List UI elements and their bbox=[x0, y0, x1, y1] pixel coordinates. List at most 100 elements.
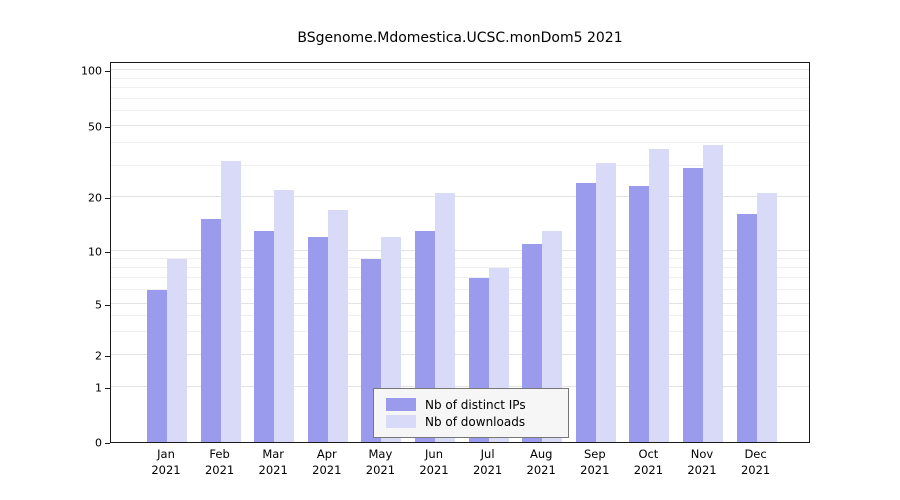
bar-downloads-jan bbox=[167, 259, 187, 442]
x-tick-label: Apr 2021 bbox=[295, 447, 359, 478]
x-tick-year: 2021 bbox=[687, 462, 717, 477]
y-tick-label: 0 bbox=[95, 436, 102, 450]
y-tick-mark bbox=[105, 388, 110, 389]
bar-downloads-feb bbox=[220, 160, 241, 442]
x-tick-month: Nov bbox=[690, 447, 714, 461]
y-tick-label: 1 bbox=[95, 381, 102, 395]
y-tick-label: 100 bbox=[81, 64, 102, 78]
bar-ips-feb bbox=[200, 219, 221, 442]
gridline-minor bbox=[111, 258, 809, 260]
x-tick-year: 2021 bbox=[526, 462, 556, 477]
legend-label: Nb of distinct IPs bbox=[425, 397, 526, 412]
x-tick-year: 2021 bbox=[419, 462, 449, 477]
bar-downloads-dec bbox=[756, 193, 777, 442]
gridline-major bbox=[111, 69, 809, 70]
bar-ips-dec bbox=[736, 214, 757, 442]
y-tick-mark bbox=[105, 71, 110, 72]
x-tick-month: Jul bbox=[480, 447, 495, 461]
bar-downloads-oct bbox=[649, 149, 670, 442]
gridline-major bbox=[111, 196, 809, 197]
x-tick-label: Mar 2021 bbox=[241, 447, 305, 478]
x-tick-month: Mar bbox=[262, 447, 285, 461]
x-tick-month: Aug bbox=[529, 447, 553, 461]
bars-layer bbox=[111, 63, 809, 442]
bar-downloads-apr bbox=[327, 209, 348, 442]
y-tick-mark bbox=[105, 356, 110, 357]
legend-item: Nb of downloads bbox=[386, 415, 556, 429]
x-tick-label: May 2021 bbox=[348, 447, 412, 478]
x-tick-month: Sep bbox=[583, 447, 606, 461]
bar-downloads-nov bbox=[703, 145, 723, 442]
x-tick-month: Feb bbox=[209, 447, 230, 461]
gridline-minor bbox=[111, 164, 809, 166]
x-tick-month: Jun bbox=[425, 447, 443, 461]
x-tick-year: 2021 bbox=[258, 462, 288, 477]
x-tick-label: Jan 2021 bbox=[134, 447, 198, 478]
x-tick-label: Oct 2021 bbox=[616, 447, 680, 478]
x-tick-year: 2021 bbox=[151, 462, 181, 477]
y-tick-label: 10 bbox=[88, 245, 102, 259]
plot-area: Nb of distinct IPs Nb of downloads bbox=[110, 62, 810, 443]
x-tick-year: 2021 bbox=[472, 462, 503, 477]
bar-downloads-jun bbox=[435, 193, 455, 442]
x-tick-label: Dec 2021 bbox=[724, 447, 788, 478]
y-tick-label: 2 bbox=[95, 349, 102, 363]
x-tick-label: Jun 2021 bbox=[402, 447, 466, 478]
bar-ips-jan bbox=[147, 290, 167, 442]
y-tick-mark bbox=[105, 198, 110, 199]
gridline-minor bbox=[111, 142, 809, 144]
gridlines-layer bbox=[111, 63, 809, 442]
legend-swatch-ips bbox=[386, 398, 416, 411]
gridline-minor bbox=[111, 77, 809, 79]
legend-swatch-downloads bbox=[386, 415, 416, 428]
x-tick-year: 2021 bbox=[740, 462, 771, 477]
gridline-minor bbox=[111, 110, 809, 112]
x-tick-month: Apr bbox=[316, 447, 337, 461]
x-tick-month: Jan bbox=[157, 447, 175, 461]
gridline-major bbox=[111, 354, 809, 355]
gridline-minor bbox=[111, 331, 809, 333]
bar-downloads-sep bbox=[595, 163, 616, 442]
bar-downloads-mar bbox=[274, 189, 295, 442]
legend-item: Nb of distinct IPs bbox=[386, 398, 556, 412]
x-tick-month: Dec bbox=[744, 447, 767, 461]
legend-label: Nb of downloads bbox=[425, 414, 526, 429]
bar-ips-sep bbox=[575, 182, 596, 442]
gridline-minor bbox=[111, 289, 809, 291]
gridline-major bbox=[111, 386, 809, 387]
y-tick-mark bbox=[105, 305, 110, 306]
x-tick-label: Nov 2021 bbox=[670, 447, 734, 478]
y-tick-label: 5 bbox=[95, 298, 102, 312]
x-tick-label: Sep 2021 bbox=[563, 447, 627, 478]
gridline-major bbox=[111, 303, 809, 304]
gridline-minor bbox=[111, 87, 809, 89]
gridline-major bbox=[111, 125, 809, 126]
x-tick-year: 2021 bbox=[312, 462, 342, 477]
y-tick-label: 50 bbox=[88, 120, 102, 134]
x-tick-month: Oct bbox=[638, 447, 659, 461]
gridline-major bbox=[111, 250, 809, 251]
chart-title: BSgenome.Mdomestica.UCSC.monDom5 2021 bbox=[297, 30, 623, 46]
x-tick-label: Feb 2021 bbox=[188, 447, 252, 478]
x-tick-year: 2021 bbox=[204, 462, 235, 477]
bar-ips-mar bbox=[254, 230, 275, 442]
gridline-minor bbox=[111, 267, 809, 269]
gridline-minor bbox=[111, 277, 809, 279]
gridline-minor bbox=[111, 97, 809, 99]
gridline-minor bbox=[111, 315, 809, 317]
x-tick-year: 2021 bbox=[580, 462, 610, 477]
y-tick-mark bbox=[105, 127, 110, 128]
bar-ips-nov bbox=[683, 168, 703, 442]
bar-ips-apr bbox=[307, 236, 328, 442]
legend: Nb of distinct IPs Nb of downloads bbox=[373, 388, 569, 438]
y-tick-label: 20 bbox=[88, 191, 102, 205]
y-tick-mark bbox=[105, 443, 110, 444]
x-tick-label: Jul 2021 bbox=[456, 447, 520, 478]
y-tick-mark bbox=[105, 252, 110, 253]
x-tick-year: 2021 bbox=[365, 462, 396, 477]
x-tick-year: 2021 bbox=[633, 462, 664, 477]
x-tick-label: Aug 2021 bbox=[509, 447, 573, 478]
x-tick-month: May bbox=[368, 447, 393, 461]
bar-ips-oct bbox=[629, 186, 650, 442]
